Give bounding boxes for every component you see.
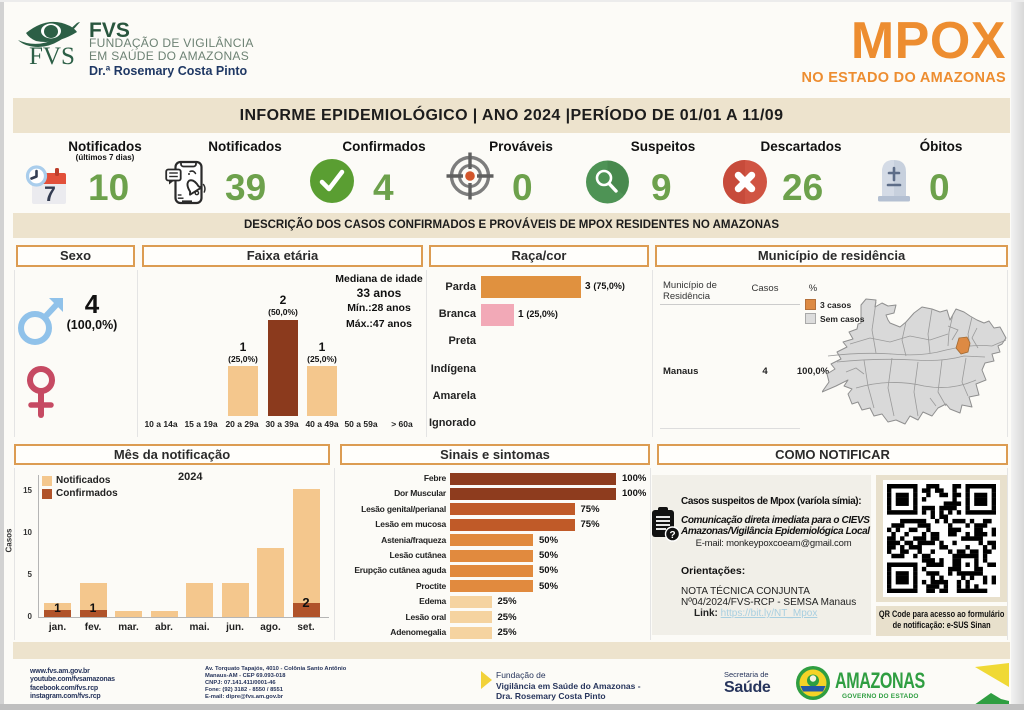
svg-text:FVS: FVS: [29, 43, 75, 68]
svg-text:7: 7: [44, 183, 56, 206]
svg-text:?: ?: [669, 530, 675, 541]
